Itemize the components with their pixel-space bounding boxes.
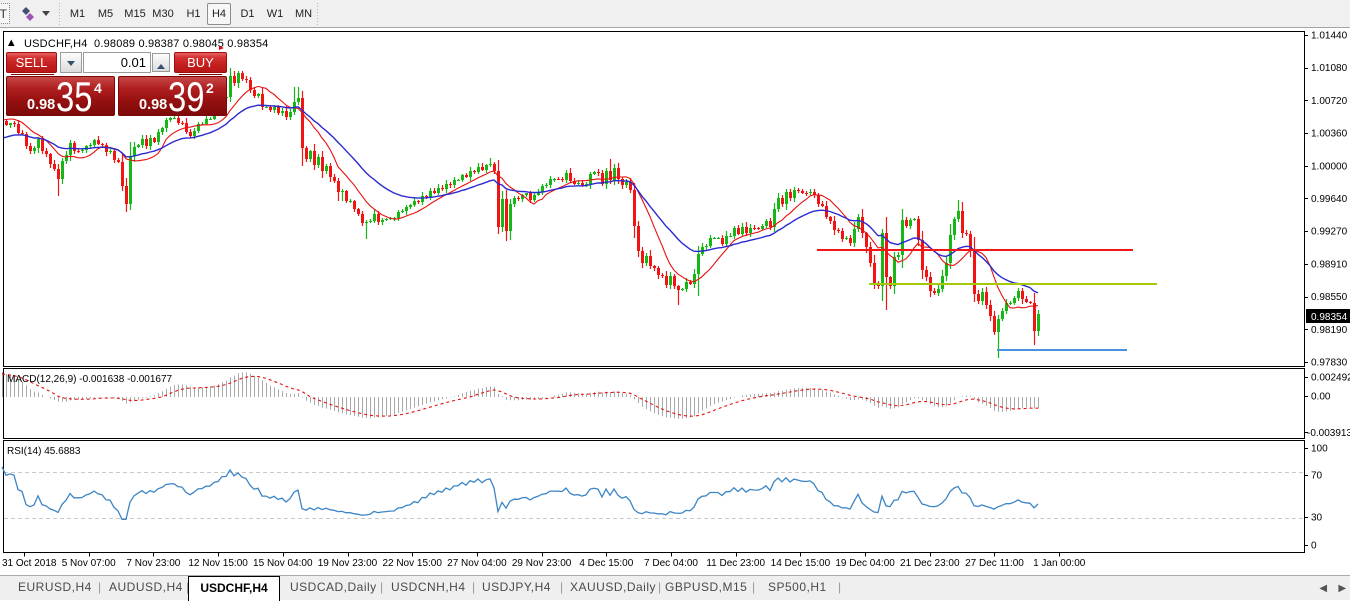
svg-text:31 Oct 2018: 31 Oct 2018 xyxy=(2,558,57,569)
svg-text:19 Nov 23:00: 19 Nov 23:00 xyxy=(318,558,378,569)
svg-text:7 Dec 04:00: 7 Dec 04:00 xyxy=(644,558,698,569)
svg-text:0.97830: 0.97830 xyxy=(1311,358,1348,369)
svg-text:29 Nov 23:00: 29 Nov 23:00 xyxy=(512,558,572,569)
svg-text:7 Nov 23:00: 7 Nov 23:00 xyxy=(126,558,180,569)
svg-text:0.00: 0.00 xyxy=(1311,392,1331,403)
svg-text:0.99270: 0.99270 xyxy=(1311,227,1348,238)
svg-text:4 Dec 15:00: 4 Dec 15:00 xyxy=(579,558,633,569)
svg-text:0.99640: 0.99640 xyxy=(1311,194,1348,205)
svg-text:MACD(12,26,9) -0.001638 -0.001: MACD(12,26,9) -0.001638 -0.001677 xyxy=(7,374,173,385)
svg-text:0.98910: 0.98910 xyxy=(1311,259,1348,270)
svg-text:0.98550: 0.98550 xyxy=(1311,292,1348,303)
svg-text:27 Nov 04:00: 27 Nov 04:00 xyxy=(447,558,507,569)
svg-text:0.002492: 0.002492 xyxy=(1311,373,1350,384)
svg-text:1.01080: 1.01080 xyxy=(1311,63,1348,74)
svg-text:USDCHF,H4 0.98089 0.98387 0.9: USDCHF,H4 0.98089 0.98387 0.98045 0.9835… xyxy=(24,38,268,50)
svg-text:14 Dec 15:00: 14 Dec 15:00 xyxy=(771,558,831,569)
svg-text:11 Dec 23:00: 11 Dec 23:00 xyxy=(706,558,765,569)
svg-text:0.98190: 0.98190 xyxy=(1311,325,1348,336)
svg-text:27 Dec 11:00: 27 Dec 11:00 xyxy=(965,558,1024,569)
svg-text:1.00360: 1.00360 xyxy=(1311,129,1348,140)
svg-text:0: 0 xyxy=(1311,540,1317,551)
svg-text:5 Nov 07:00: 5 Nov 07:00 xyxy=(62,558,116,569)
svg-text:19 Dec 04:00: 19 Dec 04:00 xyxy=(835,558,895,569)
svg-text:70: 70 xyxy=(1311,470,1323,481)
svg-text:0.98354: 0.98354 xyxy=(1311,312,1348,323)
svg-text:100: 100 xyxy=(1311,444,1328,455)
svg-text:1.01440: 1.01440 xyxy=(1311,31,1348,42)
svg-text:22 Nov 15:00: 22 Nov 15:00 xyxy=(382,558,442,569)
svg-text:1.00720: 1.00720 xyxy=(1311,96,1348,107)
svg-text:21 Dec 23:00: 21 Dec 23:00 xyxy=(900,558,960,569)
svg-text:RSI(14) 45.6883: RSI(14) 45.6883 xyxy=(7,446,81,457)
svg-text:15 Nov 04:00: 15 Nov 04:00 xyxy=(253,558,313,569)
svg-text:1 Jan 00:00: 1 Jan 00:00 xyxy=(1033,558,1086,569)
svg-text:12 Nov 15:00: 12 Nov 15:00 xyxy=(188,558,248,569)
svg-text:-0.003913: -0.003913 xyxy=(1307,428,1350,439)
svg-text:30: 30 xyxy=(1311,512,1323,523)
svg-text:1.00000: 1.00000 xyxy=(1311,161,1348,172)
